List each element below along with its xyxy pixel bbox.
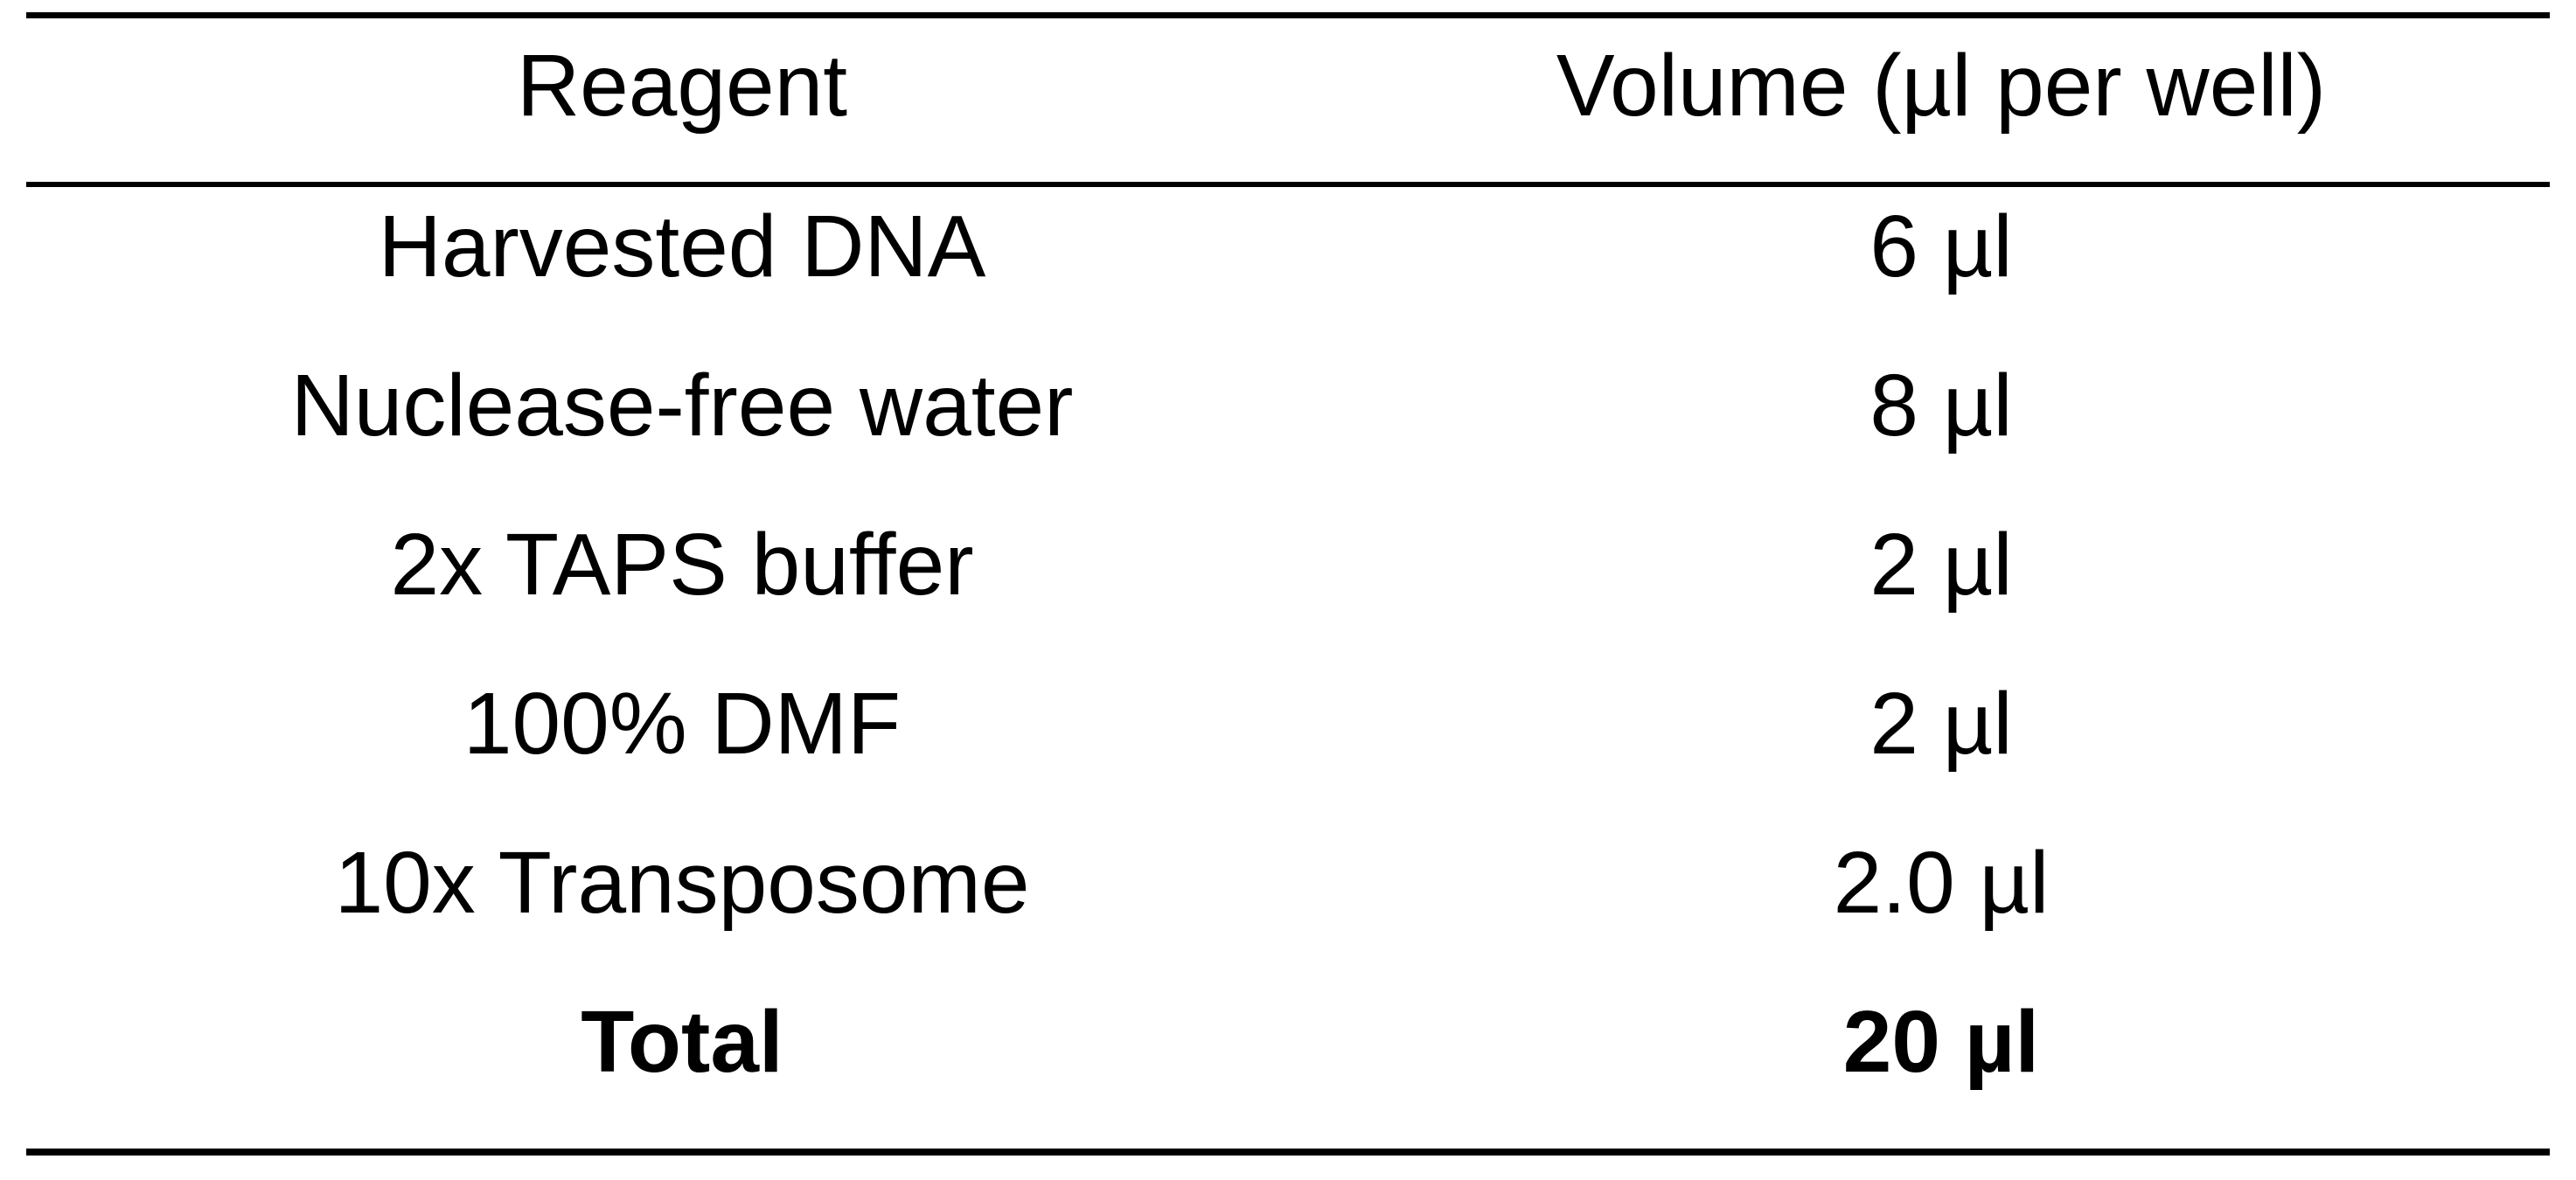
total-volume: 20 µl [1842,993,2040,1091]
total-label: Total [581,993,783,1091]
reagent-cell: 10x Transposome [334,834,1030,932]
reagent-cell: Harvested DNA [378,198,986,295]
volume-cell: 8 µl [1869,357,2013,455]
table-header-row: Reagent Volume (µl per well) [0,0,2576,157]
volume-cell: 2 µl [1869,516,2013,614]
table-row: 100% DMF 2 µl [0,645,2576,802]
reagent-cell: Nuclease-free water [290,357,1074,455]
header-reagent: Reagent [516,37,848,135]
volume-cell: 6 µl [1869,198,2013,295]
volume-cell: 2.0 µl [1833,834,2050,932]
table-header-rule [26,182,2550,187]
reagent-cell: 2x TAPS buffer [390,516,974,614]
table-row: Nuclease-free water 8 µl [0,327,2576,484]
table-total-row: Total 20 µl [0,963,2576,1121]
header-volume: Volume (µl per well) [1556,37,2327,135]
table-top-rule [26,12,2550,18]
table-row: 10x Transposome 2.0 µl [0,804,2576,961]
reagent-cell: 100% DMF [463,675,902,773]
table-bottom-rule [26,1149,2550,1156]
table-row: 2x TAPS buffer 2 µl [0,486,2576,643]
volume-cell: 2 µl [1869,675,2013,773]
table-row: Harvested DNA 6 µl [0,168,2576,325]
